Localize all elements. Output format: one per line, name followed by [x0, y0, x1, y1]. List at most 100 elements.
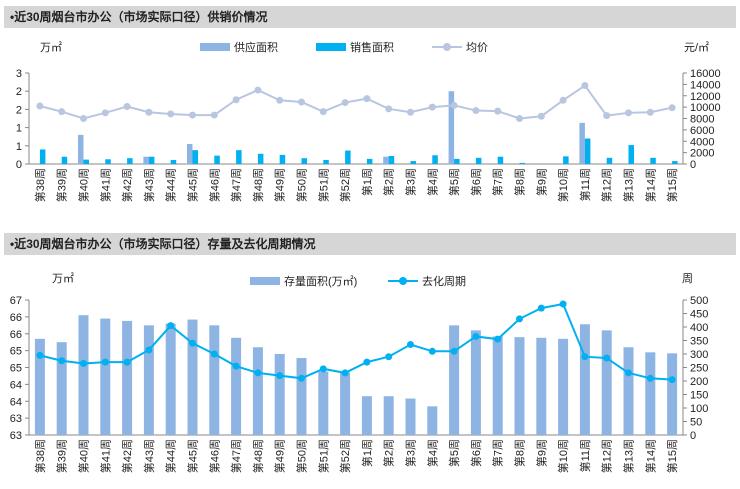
chart2-category-label: 第14周: [643, 439, 657, 473]
chart2-point-去化周期: [101, 358, 109, 366]
chart2-right-tick-label: 450: [690, 309, 708, 321]
chart2-right-tick-label: 250: [690, 363, 708, 375]
chart2-point-去化周期: [625, 369, 632, 377]
chart1-bar-销售面积: [127, 158, 133, 164]
chart1-category-label: 第52周: [338, 168, 352, 202]
chart1-bar-供应面积: [143, 156, 149, 164]
chart1-bar-销售面积: [170, 159, 177, 164]
chart2-point-去化周期: [450, 347, 458, 355]
chart2-right-tick-label: 0: [690, 430, 696, 442]
chart2-bar-存量面积(万㎡): [514, 337, 525, 435]
chart1-point-均价: [189, 111, 196, 119]
chart2-point-去化周期: [254, 369, 262, 377]
chart2-point-去化周期: [407, 341, 414, 349]
chart1-point-均价: [167, 110, 175, 118]
chart2-point-去化周期: [36, 351, 44, 359]
chart1-point-均价: [341, 99, 349, 107]
chart1-bar-销售面积: [388, 155, 395, 164]
chart2-category-label: 第49周: [273, 439, 287, 473]
chart1-right-tick-label: 10000: [690, 102, 721, 114]
chart1-bar-销售面积: [279, 154, 286, 164]
chart1-legend-swatch: [200, 43, 230, 51]
chart2-left-tick-label: 63: [10, 413, 22, 425]
chart2-category-label: 第42周: [120, 439, 134, 473]
chart1-category-label: 第11周: [578, 168, 592, 201]
chart2-bar-存量面积(万㎡): [122, 320, 133, 435]
chart2-left-tick-label: 66: [10, 312, 22, 324]
chart1-bar-销售面积: [323, 159, 329, 164]
chart2-right-tick-label: 200: [690, 376, 708, 388]
chart1-point-均价: [428, 103, 436, 111]
chart1-point-均价: [145, 108, 153, 116]
chart2-bar-存量面积(万㎡): [558, 338, 569, 435]
chart2-bar-存量面积(万㎡): [34, 338, 45, 435]
chart1-bar-销售面积: [519, 162, 525, 164]
chart1-bar-销售面积: [301, 158, 307, 164]
chart1-category-label: 第7周: [491, 168, 505, 196]
chart2-point-去化周期: [189, 339, 196, 347]
chart2-category-label: 第46周: [207, 439, 221, 473]
chart2-bar-存量面积(万㎡): [165, 323, 176, 435]
chart1-bar-销售面积: [628, 145, 634, 164]
chart1-right-tick-label: 2000: [690, 148, 714, 160]
chart2-bar-存量面积(万㎡): [209, 325, 220, 435]
chart2-point-去化周期: [210, 350, 218, 358]
chart2-point-去化周期: [559, 300, 567, 308]
chart2-category-label: 第51周: [316, 439, 330, 473]
chart2-point-去化周期: [298, 374, 305, 382]
chart1-right-tick-label: 4000: [690, 136, 714, 148]
chart1-left-tick-label: 2: [16, 86, 22, 98]
chart2-category-label: 第15周: [665, 439, 679, 473]
chart1-left-tick-label: 2: [16, 104, 22, 116]
chart1-bar-销售面积: [454, 158, 460, 164]
chart1-right-tick-label: 8000: [690, 114, 714, 126]
chart2-right-tick-label: 500: [690, 295, 708, 307]
chart1-point-均价: [385, 105, 393, 113]
chart2-bar-存量面积(万㎡): [340, 372, 351, 435]
chart2-bar-存量面积(万㎡): [274, 354, 285, 435]
chart1-point-均价: [101, 109, 109, 117]
chart2-bar-存量面积(万㎡): [623, 347, 634, 435]
chart1-point-均价: [210, 111, 218, 119]
chart2-category-label: 第39周: [55, 439, 69, 473]
chart2-bar-存量面积(万㎡): [601, 330, 612, 435]
chart2-category-label: 第44周: [164, 439, 178, 473]
chart1-category-label: 第47周: [229, 168, 243, 202]
chart1-point-均价: [363, 95, 371, 103]
chart1-line-均价: [39, 84, 673, 120]
chart2-right-unit: 周: [682, 272, 693, 285]
chart2-legend-swatch: [250, 277, 280, 285]
chart1-category-label: 第40周: [77, 168, 91, 202]
chart1-bar-供应面积: [383, 156, 389, 164]
chart1-legend-label: 供应面积: [234, 40, 278, 54]
chart1-point-均价: [559, 96, 567, 104]
chart1-category-label: 第2周: [382, 168, 396, 196]
chart1-legend-swatch: [316, 43, 346, 51]
chart2-point-去化周期: [428, 347, 436, 355]
chart1-bar-供应面积: [579, 122, 585, 164]
chart1-category-label: 第44周: [164, 168, 178, 202]
chart1-category-label: 第51周: [316, 168, 330, 202]
chart2-category-label: 第45周: [186, 439, 200, 473]
chart1-left-tick-label: 1: [16, 123, 22, 135]
chart1-point-均价: [232, 96, 240, 104]
chart2-category-label: 第3周: [404, 439, 418, 467]
chart1-bar-销售面积: [148, 156, 155, 164]
chart2-bar-存量面积(万㎡): [187, 319, 198, 435]
chart2-bar-存量面积(万㎡): [78, 315, 89, 435]
chart1-legend-label: 销售面积: [350, 40, 394, 54]
chart2-point-去化周期: [167, 322, 175, 330]
chart2-line-去化周期: [39, 302, 673, 381]
chart1-category-label: 第48周: [251, 168, 265, 202]
chart1-category-label: 第12周: [600, 168, 614, 202]
chart2-category-label: 第50周: [295, 439, 309, 473]
chart1-category-label: 第38周: [33, 168, 47, 202]
chart1-category-label: 第1周: [360, 168, 374, 196]
chart1-category-label: 第3周: [404, 168, 418, 196]
chart1-point-均价: [123, 103, 131, 111]
chart2-legend-label: 去化周期: [422, 274, 466, 288]
chart2-point-去化周期: [603, 354, 611, 362]
chart1-bar-销售面积: [410, 161, 416, 164]
chart2-bar-存量面积(万㎡): [143, 325, 154, 435]
chart1-bar-销售面积: [192, 150, 198, 164]
